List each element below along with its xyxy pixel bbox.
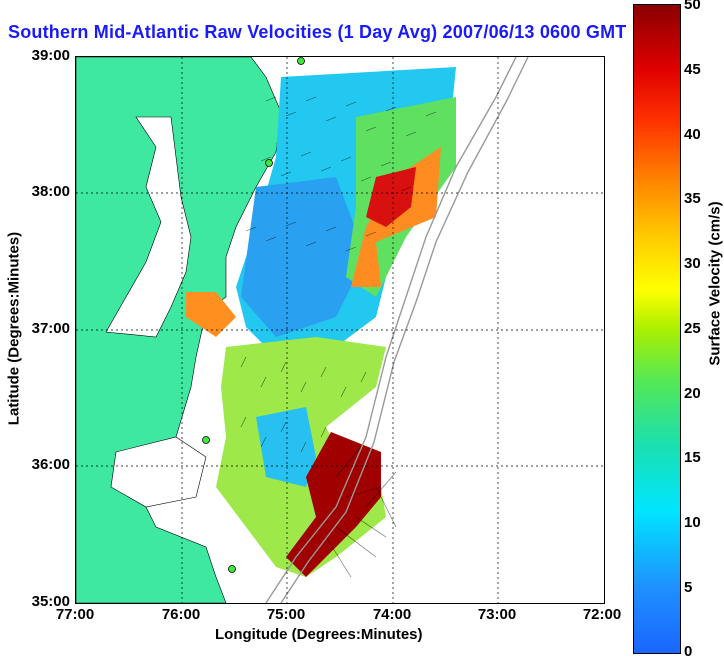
y-tick-label: 35:00 xyxy=(31,593,70,610)
x-tick-label: 75:00 xyxy=(266,606,306,623)
colorbar-tick: 10 xyxy=(684,514,701,531)
colorbar-tick: 35 xyxy=(684,190,701,207)
x-tick-label: 73:00 xyxy=(477,606,517,623)
velocity-west-orange xyxy=(186,292,236,337)
colorbar-tick: 5 xyxy=(684,579,693,596)
grid-lines xyxy=(76,57,604,603)
colorbar-tick: 45 xyxy=(684,61,701,78)
colorbar-tick: 50 xyxy=(684,0,701,13)
pamlico-sound xyxy=(110,436,207,508)
radar-site-marker xyxy=(265,159,273,167)
radar-site-marker xyxy=(228,565,236,573)
x-tick-label: 74:00 xyxy=(372,606,412,623)
velocity-map xyxy=(76,57,604,603)
velocity-south-cyan xyxy=(256,407,316,487)
bathymetry-contour xyxy=(265,57,517,603)
x-tick-label: 76:00 xyxy=(161,606,201,623)
velocity-arrows xyxy=(240,96,437,578)
colorbar-tick: 20 xyxy=(684,385,701,402)
x-tick-label: 72:00 xyxy=(582,606,622,623)
y-tick-label: 38:00 xyxy=(31,183,70,200)
y-tick-label: 39:00 xyxy=(31,47,70,64)
y-axis-label: Latitude (Degrees:Minutes) xyxy=(5,231,23,426)
colorbar-tick: 25 xyxy=(684,320,701,337)
velocity-red-region xyxy=(366,167,416,227)
radar-site-markers xyxy=(202,57,305,573)
chesapeake-bay xyxy=(105,116,192,338)
radar-site-marker xyxy=(202,436,210,444)
colorbar-tick: 30 xyxy=(684,255,701,272)
velocity-cyan-region xyxy=(241,177,366,337)
radar-site-marker xyxy=(297,57,305,65)
x-tick-label: 77:00 xyxy=(55,606,95,623)
map-title: Southern Mid-Atlantic Raw Velocities (1 … xyxy=(8,22,627,42)
bathymetry-contour-outer xyxy=(280,57,529,603)
map-plot-area[interactable] xyxy=(75,56,605,604)
colorbar-label: Surface Velocity (cm/s) xyxy=(706,201,724,366)
colorbar-tick: 0 xyxy=(684,643,693,660)
colorbar-tick: 40 xyxy=(684,126,701,143)
y-tick-label: 37:00 xyxy=(31,320,70,337)
colorbar-tick: 15 xyxy=(684,449,701,466)
colorbar xyxy=(633,4,681,654)
x-axis-label: Longitude (Degrees:Minutes) xyxy=(215,626,423,643)
y-tick-label: 36:00 xyxy=(31,456,70,473)
